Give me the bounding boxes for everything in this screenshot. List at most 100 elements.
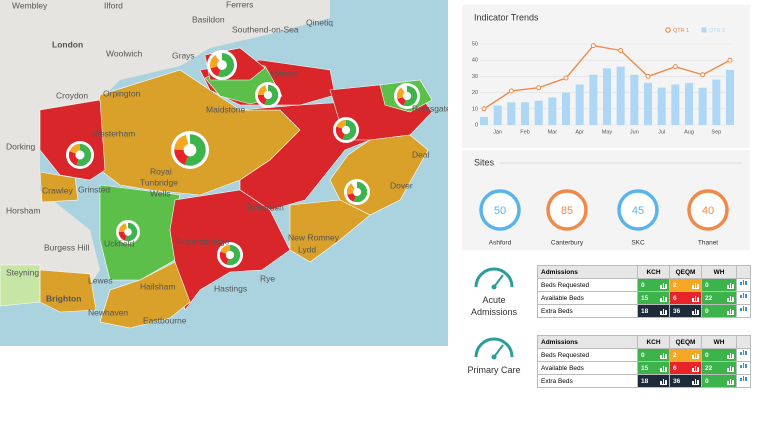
bar-icon xyxy=(692,378,699,385)
map-label: Wembley xyxy=(12,0,48,10)
bar xyxy=(548,97,557,125)
gauge-hub xyxy=(491,354,497,360)
bar xyxy=(685,82,693,125)
bar xyxy=(507,102,516,125)
table-row: Beds Requested 0 2 0 xyxy=(537,278,751,292)
table-row: Extra Beds 18 36 0 xyxy=(537,304,751,318)
site-value: 85 xyxy=(561,205,573,217)
status-cell: 2 xyxy=(669,348,702,362)
donut-hole xyxy=(217,60,227,70)
chart-link xyxy=(736,278,751,292)
donut-segment xyxy=(68,143,92,167)
donut-hole xyxy=(184,144,196,156)
map-label: Newhaven xyxy=(88,307,128,317)
table-row: Available Beds 15 6 22 xyxy=(537,361,751,375)
gauge-arc xyxy=(474,267,514,288)
y-tick-label: 50 xyxy=(472,41,478,47)
cell-value: 0 xyxy=(705,307,709,315)
bar xyxy=(616,66,625,125)
admissions-table: Admissions KCH QEQM WH Beds Requested 0 2 0 Avai… xyxy=(537,335,751,388)
bar xyxy=(480,116,488,125)
right-charts: Indicator Trends Sites 0 10 20 30 40 50 Jan Feb… xyxy=(472,12,742,247)
chart-title: Indicator Trends xyxy=(474,12,539,22)
bar-icon xyxy=(692,308,699,315)
donut-segment xyxy=(68,143,92,167)
donut-hole xyxy=(353,188,361,196)
donut-segment xyxy=(396,85,418,107)
cell-value: 22 xyxy=(705,364,713,372)
map-label: Westerham xyxy=(92,128,135,138)
status-cell: 0 xyxy=(701,278,737,292)
bar xyxy=(698,87,707,125)
row-label: Available Beds xyxy=(537,291,638,305)
map-label: Steyning xyxy=(6,267,39,277)
map-label: Tenterden xyxy=(246,202,284,212)
site-ring xyxy=(479,189,521,231)
map-label: Wells xyxy=(150,188,171,198)
map-label: Grinsted xyxy=(78,184,110,194)
cell-value: 36 xyxy=(673,307,681,315)
region xyxy=(39,171,79,203)
cell-value: 36 xyxy=(673,377,681,385)
header-row: Admissions KCH QEQM WH xyxy=(537,335,751,349)
donut-segment xyxy=(257,84,279,106)
map-label: Burgess Hill xyxy=(44,242,89,252)
bar-icon xyxy=(660,352,667,359)
bar-icon xyxy=(692,365,699,372)
line-marker xyxy=(563,75,569,81)
map-label: Royal xyxy=(150,166,172,176)
header-row: Admissions KCH QEQM WH xyxy=(537,265,751,279)
chart-link xyxy=(736,374,751,388)
site-ring xyxy=(546,189,588,231)
column-header-blank xyxy=(736,265,751,279)
land xyxy=(0,0,330,306)
status-cell: 0 xyxy=(701,304,737,318)
admissions-title: Primary Care xyxy=(467,365,521,375)
x-tick-label: Mar xyxy=(548,129,558,135)
table-row: Beds Requested 0 2 0 xyxy=(537,348,751,362)
table-row: Extra Beds 18 36 0 xyxy=(537,374,751,388)
donut-segment xyxy=(257,84,279,106)
bar xyxy=(657,87,666,125)
bar xyxy=(589,74,598,125)
donut-segment xyxy=(335,119,357,141)
bar-icon xyxy=(660,308,667,315)
map-label: Dover xyxy=(390,180,413,190)
status-cell: 2 xyxy=(669,278,702,292)
bar-icon xyxy=(727,282,734,289)
cell-value: 15 xyxy=(641,364,649,372)
map-label: Maidstone xyxy=(206,104,245,114)
row-label: Extra Beds xyxy=(537,374,638,388)
x-tick-label: Sep xyxy=(711,129,721,135)
map-label: Dorking xyxy=(6,141,36,151)
line-marker xyxy=(618,47,624,53)
map-label: Horsham xyxy=(6,205,40,215)
bar-icon xyxy=(727,378,734,385)
line xyxy=(483,44,731,110)
map-label: Woolwich xyxy=(106,48,142,58)
donut-segment xyxy=(174,134,206,166)
line-marker xyxy=(700,72,706,78)
row-label: Available Beds xyxy=(537,361,638,375)
gauge-icon xyxy=(474,267,514,290)
chart-link xyxy=(736,361,751,375)
cell-value: 0 xyxy=(705,281,709,289)
legend-label: QTR 2 xyxy=(709,28,725,34)
bar-icon xyxy=(727,352,734,359)
donut-segment xyxy=(118,222,138,242)
bar xyxy=(603,68,611,125)
y-tick-label: 0 xyxy=(475,122,478,128)
site-label: Thanet xyxy=(698,240,718,247)
donut-segment xyxy=(118,222,138,242)
admissions-table: Admissions KCH QEQM WH Beds Requested 0 2 0 Avai… xyxy=(537,265,751,318)
y-tick-label: 20 xyxy=(472,90,478,96)
chart-link xyxy=(736,304,751,318)
gauge-hub xyxy=(491,284,497,290)
bar-icon xyxy=(660,295,667,302)
status-cell: 36 xyxy=(669,304,702,318)
bar xyxy=(712,79,721,125)
cell-value: 6 xyxy=(673,364,677,372)
map-label: London xyxy=(52,39,83,49)
table-row: Available Beds 15 6 22 xyxy=(537,291,751,305)
